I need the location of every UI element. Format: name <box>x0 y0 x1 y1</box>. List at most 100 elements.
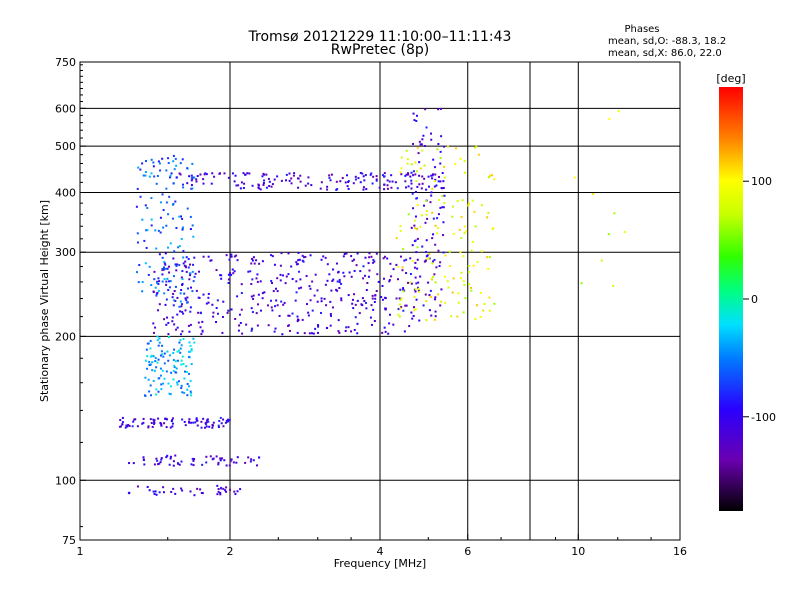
data-point <box>384 330 387 333</box>
data-point <box>347 326 350 329</box>
data-point <box>208 425 211 428</box>
data-point <box>472 264 475 267</box>
data-point <box>280 252 283 255</box>
data-point <box>338 278 341 281</box>
data-point <box>192 280 195 283</box>
data-point <box>215 269 218 272</box>
data-point <box>375 290 378 293</box>
data-point <box>162 486 165 489</box>
data-point <box>242 187 245 190</box>
data-point <box>256 324 259 327</box>
data-point <box>461 199 464 202</box>
data-point <box>402 309 405 312</box>
data-point <box>179 300 182 303</box>
data-point <box>310 184 313 187</box>
data-point <box>174 492 177 495</box>
data-point <box>283 301 286 304</box>
data-point <box>237 329 240 332</box>
data-point <box>147 273 150 276</box>
data-point <box>151 361 154 364</box>
data-point <box>147 378 150 381</box>
data-point <box>193 494 196 497</box>
data-point <box>433 185 436 188</box>
data-point <box>404 174 407 177</box>
data-point <box>486 216 489 219</box>
data-point <box>330 173 333 176</box>
data-point <box>428 294 431 297</box>
data-point <box>467 204 470 207</box>
data-point <box>299 180 302 183</box>
data-point <box>416 185 419 188</box>
data-point <box>262 183 265 186</box>
data-point <box>400 156 403 159</box>
data-point <box>440 107 443 110</box>
data-point <box>310 332 313 335</box>
data-point <box>191 270 194 273</box>
data-point <box>359 171 362 174</box>
data-point <box>186 388 189 391</box>
data-point <box>300 286 303 289</box>
data-point <box>362 188 365 191</box>
data-point <box>135 205 138 208</box>
data-point <box>273 263 276 266</box>
data-point <box>205 461 208 464</box>
data-point <box>417 281 420 284</box>
data-point <box>250 262 253 265</box>
data-point <box>265 173 268 176</box>
data-point <box>146 367 149 370</box>
data-point <box>434 296 437 299</box>
data-point <box>406 158 409 161</box>
data-point <box>235 461 238 464</box>
data-point <box>126 425 129 428</box>
data-point <box>172 154 175 157</box>
data-point <box>128 424 131 427</box>
data-point <box>439 180 442 183</box>
data-point <box>368 256 371 259</box>
data-point <box>430 314 433 317</box>
data-point <box>410 187 413 190</box>
data-point <box>188 278 191 281</box>
data-point <box>398 303 401 306</box>
data-point <box>233 490 236 493</box>
data-point <box>153 421 156 424</box>
data-point <box>320 181 323 184</box>
data-point <box>164 252 167 255</box>
data-point <box>143 463 146 466</box>
data-point <box>442 251 445 254</box>
data-point <box>157 344 160 347</box>
data-point <box>370 304 373 307</box>
data-point <box>157 309 160 312</box>
data-point <box>165 316 168 319</box>
data-point <box>317 325 320 328</box>
data-point <box>219 172 222 175</box>
data-point <box>421 182 424 185</box>
data-point <box>306 303 309 306</box>
data-point <box>454 162 457 165</box>
data-point <box>364 174 367 177</box>
data-point <box>175 328 178 331</box>
data-point <box>313 294 316 297</box>
data-point <box>456 315 459 318</box>
data-point <box>164 303 167 306</box>
data-point <box>216 493 219 496</box>
data-point <box>234 317 237 320</box>
data-point <box>156 335 159 338</box>
data-point <box>223 459 226 462</box>
data-point <box>460 277 463 280</box>
data-point <box>183 264 186 267</box>
data-point <box>378 186 381 189</box>
data-point <box>251 257 254 260</box>
data-point <box>356 299 359 302</box>
data-point <box>154 360 157 363</box>
data-point <box>157 390 160 393</box>
data-point <box>384 255 387 258</box>
data-point <box>200 426 203 429</box>
data-point <box>329 179 332 182</box>
data-point <box>439 162 442 165</box>
data-point <box>374 297 377 300</box>
data-point <box>189 344 192 347</box>
data-point <box>176 313 179 316</box>
data-point <box>404 304 407 307</box>
data-point <box>161 256 164 259</box>
data-point <box>227 309 230 312</box>
